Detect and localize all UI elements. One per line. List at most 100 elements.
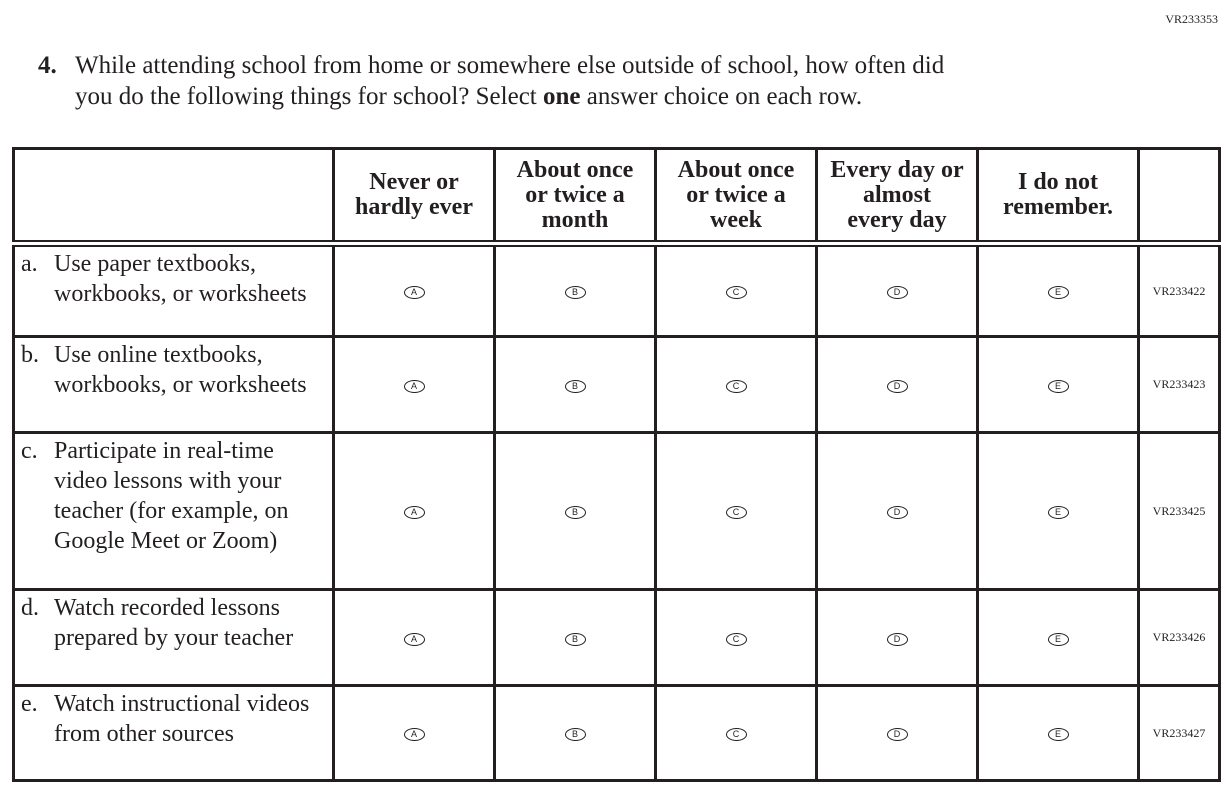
header-blank <box>12 147 335 247</box>
column-header: Never or hardly ever <box>332 147 496 247</box>
row-label: c. Participate in real-time video lessons… <box>12 431 335 591</box>
answer-bubble-a[interactable]: A <box>403 379 425 393</box>
column-header-line: every day <box>847 206 947 233</box>
row-label: b. Use online textbooks, workbooks, or wo… <box>12 335 335 434</box>
row-code: VR233427 <box>1137 684 1221 782</box>
option-cell: A <box>332 335 496 434</box>
row-text: Participate in real-time video lessons w… <box>54 438 289 554</box>
table-row: e. Watch instructional videos from other … <box>12 684 1221 782</box>
option-cell: B <box>493 684 657 782</box>
answer-bubble-c[interactable]: C <box>725 632 747 646</box>
column-header-line: almost <box>863 181 931 208</box>
column-header: About once or twice a month <box>493 147 657 247</box>
row-text: Use paper textbooks, workbooks, or works… <box>54 251 307 307</box>
option-cell: C <box>654 431 818 591</box>
option-cell: B <box>493 431 657 591</box>
table-row: c. Participate in real-time video lessons… <box>12 431 1221 591</box>
column-header: Every day or almost every day <box>815 147 979 247</box>
answer-bubble-a[interactable]: A <box>403 506 425 519</box>
row-label: d. Watch recorded lessons prepared by you… <box>12 588 335 687</box>
table-row: b. Use online textbooks, workbooks, or wo… <box>12 335 1221 434</box>
column-header-line: Every day or <box>830 156 964 183</box>
option-cell: D <box>815 588 979 687</box>
answer-bubble-b[interactable]: B <box>564 506 586 519</box>
answer-bubble-c[interactable]: C <box>725 379 747 393</box>
answer-bubble-d[interactable]: D <box>886 506 908 519</box>
row-code: VR233422 <box>1137 242 1221 338</box>
option-cell: E <box>976 588 1140 687</box>
row-text: Watch recorded lessons prepared by your … <box>54 595 294 651</box>
option-cell: E <box>976 335 1140 434</box>
row-text: Use online textbooks, workbooks, or work… <box>54 342 307 398</box>
row-letter: c. <box>21 438 38 464</box>
option-cell: A <box>332 242 496 338</box>
answer-bubble-b[interactable]: B <box>564 286 586 299</box>
column-header-line: week <box>710 206 762 233</box>
answer-bubble-d[interactable]: D <box>886 286 908 299</box>
header-code-blank <box>1137 147 1221 247</box>
row-code: VR233426 <box>1137 588 1221 687</box>
question-prompt: 4. While attending school from home or so… <box>38 50 944 112</box>
answer-bubble-e[interactable]: E <box>1047 506 1069 519</box>
row-letter: d. <box>21 595 39 621</box>
row-label: e. Watch instructional videos from other … <box>12 684 335 782</box>
column-header-line: remember. <box>1003 194 1113 220</box>
option-cell: D <box>815 684 979 782</box>
answer-bubble-b[interactable]: B <box>564 728 586 741</box>
answer-bubble-d[interactable]: D <box>886 379 908 393</box>
answer-bubble-b[interactable]: B <box>564 632 586 646</box>
option-cell: C <box>654 684 818 782</box>
column-header: About once or twice a week <box>654 147 818 247</box>
table-row: a. Use paper textbooks, workbooks, or wor… <box>12 242 1221 338</box>
option-cell: D <box>815 431 979 591</box>
option-cell: D <box>815 242 979 338</box>
answer-bubble-a[interactable]: A <box>403 632 425 646</box>
option-cell: A <box>332 684 496 782</box>
option-cell: A <box>332 588 496 687</box>
option-cell: E <box>976 242 1140 338</box>
column-header-line: or twice a <box>525 181 625 208</box>
question-line-2: you do the following things for school? … <box>75 83 543 110</box>
column-header-line: month <box>541 206 609 233</box>
answer-bubble-b[interactable]: B <box>564 379 586 393</box>
column-header: I do not remember. <box>976 147 1140 247</box>
emphasis-one: one <box>542 83 581 110</box>
row-code: VR233423 <box>1137 335 1221 434</box>
column-header-line: About once <box>677 156 795 183</box>
answer-bubble-c[interactable]: C <box>725 506 747 519</box>
option-cell: C <box>654 242 818 338</box>
option-cell: B <box>493 335 657 434</box>
answer-bubble-e[interactable]: E <box>1047 632 1069 646</box>
answer-bubble-e[interactable]: E <box>1047 379 1069 393</box>
option-cell: E <box>976 431 1140 591</box>
answer-bubble-c[interactable]: C <box>725 286 747 299</box>
option-cell: B <box>493 588 657 687</box>
column-header-line: Never or <box>369 169 459 195</box>
question-number: 4. <box>38 52 57 79</box>
question-line-1: While attending school from home or some… <box>75 52 945 79</box>
column-header-line: About once <box>516 156 634 183</box>
page-code: VR233353 <box>1165 12 1218 26</box>
option-cell: D <box>815 335 979 434</box>
answer-bubble-d[interactable]: D <box>886 632 908 646</box>
answer-bubble-e[interactable]: E <box>1047 728 1069 741</box>
option-cell: E <box>976 684 1140 782</box>
row-code: VR233425 <box>1137 431 1221 591</box>
answer-bubble-a[interactable]: A <box>403 286 425 299</box>
row-label: a. Use paper textbooks, workbooks, or wor… <box>12 242 335 338</box>
answer-bubble-c[interactable]: C <box>725 728 747 741</box>
column-header-line: hardly ever <box>355 194 473 220</box>
answer-bubble-e[interactable]: E <box>1047 286 1069 299</box>
question-line-2-end: answer choice on each row. <box>580 83 863 110</box>
row-text: Watch instructional videos from other so… <box>54 691 310 747</box>
option-cell: B <box>493 242 657 338</box>
answer-bubble-a[interactable]: A <box>403 728 425 741</box>
row-letter: b. <box>21 342 39 368</box>
column-header-line: I do not <box>1017 169 1099 195</box>
answer-bubble-d[interactable]: D <box>886 728 908 741</box>
row-letter: e. <box>21 691 38 717</box>
table-row: d. Watch recorded lessons prepared by you… <box>12 588 1221 687</box>
option-cell: A <box>332 431 496 591</box>
option-cell: C <box>654 588 818 687</box>
